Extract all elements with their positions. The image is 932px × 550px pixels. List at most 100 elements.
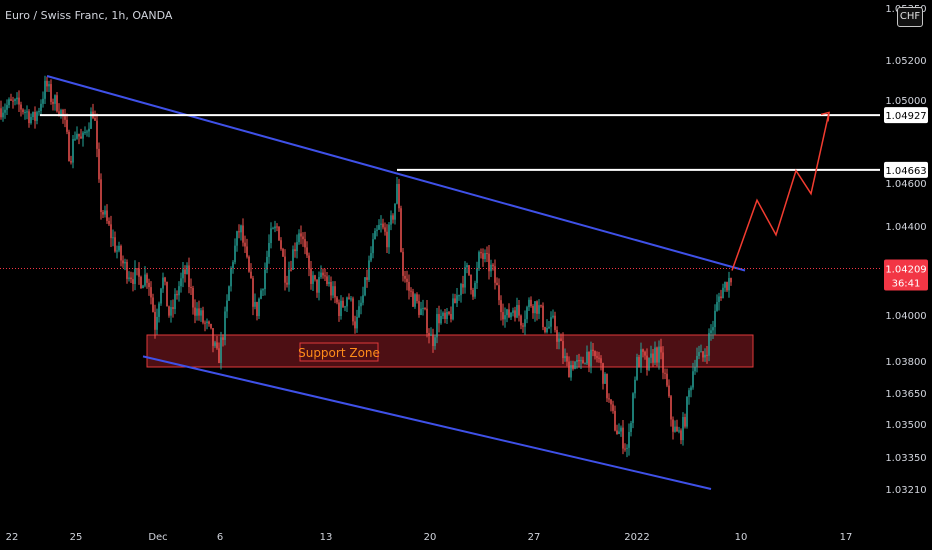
- candle-body: [370, 253, 372, 261]
- candle-body: [392, 215, 394, 220]
- candle-body: [662, 352, 664, 373]
- candle-body: [578, 360, 580, 362]
- candle-body: [296, 242, 298, 252]
- candle-body: [468, 265, 470, 275]
- candle-body: [606, 373, 608, 399]
- candle-body: [288, 269, 290, 285]
- candle-body: [276, 226, 278, 228]
- candle-body: [350, 298, 352, 300]
- candle-body: [560, 338, 562, 342]
- candle-body: [316, 279, 318, 293]
- x-tick-label: 13: [320, 532, 333, 543]
- candle-body: [290, 269, 292, 271]
- candle-body: [118, 245, 120, 251]
- candle-body: [40, 103, 42, 111]
- candle-body: [608, 398, 610, 400]
- candle-body: [58, 111, 60, 115]
- candle-body: [60, 109, 62, 115]
- candle-body: [402, 251, 404, 276]
- candle-body: [420, 308, 422, 315]
- candle-body: [568, 361, 570, 378]
- candle-body: [278, 226, 280, 241]
- candle-body: [446, 311, 448, 319]
- candle-body: [174, 293, 176, 310]
- candle-body: [570, 364, 572, 378]
- candle-body: [248, 256, 250, 272]
- candle-body: [26, 111, 28, 113]
- candle-body: [566, 356, 568, 362]
- level-price-label: 1.04927: [885, 111, 926, 122]
- candle-body: [724, 282, 726, 288]
- candle-body: [428, 332, 430, 336]
- candle-body: [504, 315, 506, 320]
- candle-body: [240, 225, 242, 233]
- level-price-tag: [884, 107, 928, 124]
- candle-body: [16, 97, 18, 100]
- candle-body: [510, 312, 512, 318]
- candle-body: [726, 282, 728, 291]
- candle-body: [36, 112, 38, 121]
- candle-body: [514, 310, 516, 318]
- x-tick-label: 22: [6, 532, 19, 543]
- candle-body: [200, 310, 202, 316]
- candle-body: [330, 282, 332, 296]
- candle-body: [680, 430, 682, 441]
- candle-body: [222, 337, 224, 340]
- candle-body: [644, 351, 646, 356]
- candle-body: [342, 300, 344, 307]
- candle-body: [272, 228, 274, 230]
- candle-body: [244, 242, 246, 247]
- candle-body: [684, 417, 686, 427]
- candle-body: [444, 312, 446, 319]
- level-price-tag: [884, 161, 928, 178]
- x-tick-label: 27: [528, 532, 541, 543]
- candle-body: [438, 314, 440, 324]
- candle-body: [230, 268, 232, 287]
- y-tick-label: 1.04000: [885, 311, 926, 322]
- candle-body: [100, 179, 102, 213]
- candle-body: [672, 419, 674, 432]
- candle-body: [682, 417, 684, 441]
- candle-body: [452, 298, 454, 320]
- candle-body: [556, 330, 558, 342]
- candle-body: [618, 431, 620, 435]
- candle-body: [536, 301, 538, 314]
- candle-body: [722, 287, 724, 299]
- y-tick-label: 1.03650: [885, 389, 926, 400]
- candle-body: [404, 275, 406, 279]
- candle-body: [674, 426, 676, 432]
- candle-body: [374, 230, 376, 240]
- candle-body: [532, 306, 534, 314]
- candle-body: [638, 357, 640, 368]
- candle-body: [90, 111, 92, 129]
- candle-body: [676, 426, 678, 432]
- candle-body: [312, 275, 314, 284]
- candle-body: [400, 208, 402, 252]
- support-zone-box: [146, 334, 754, 368]
- candle-body: [310, 268, 312, 284]
- currency-button[interactable]: CHF: [897, 7, 923, 27]
- candle-body: [130, 277, 132, 280]
- candle-body: [202, 310, 204, 323]
- candle-body: [112, 237, 114, 239]
- candle-body: [382, 223, 384, 228]
- candle-body: [116, 250, 118, 252]
- candle-body: [66, 119, 68, 132]
- candle-body: [580, 360, 582, 362]
- candle-body: [518, 305, 520, 316]
- candle-body: [176, 293, 178, 296]
- candle-body: [334, 286, 336, 298]
- candle-body: [598, 357, 600, 359]
- candle-body: [708, 333, 710, 356]
- candle-body: [136, 268, 138, 270]
- candle-body: [698, 352, 700, 356]
- candle-body: [508, 309, 510, 318]
- x-tick-label: 20: [424, 532, 437, 543]
- candle-body: [416, 294, 418, 302]
- candle-body: [234, 245, 236, 263]
- candle-body: [68, 131, 70, 162]
- candle-body: [678, 430, 680, 432]
- candle-body: [584, 363, 586, 365]
- candle-body: [550, 317, 552, 327]
